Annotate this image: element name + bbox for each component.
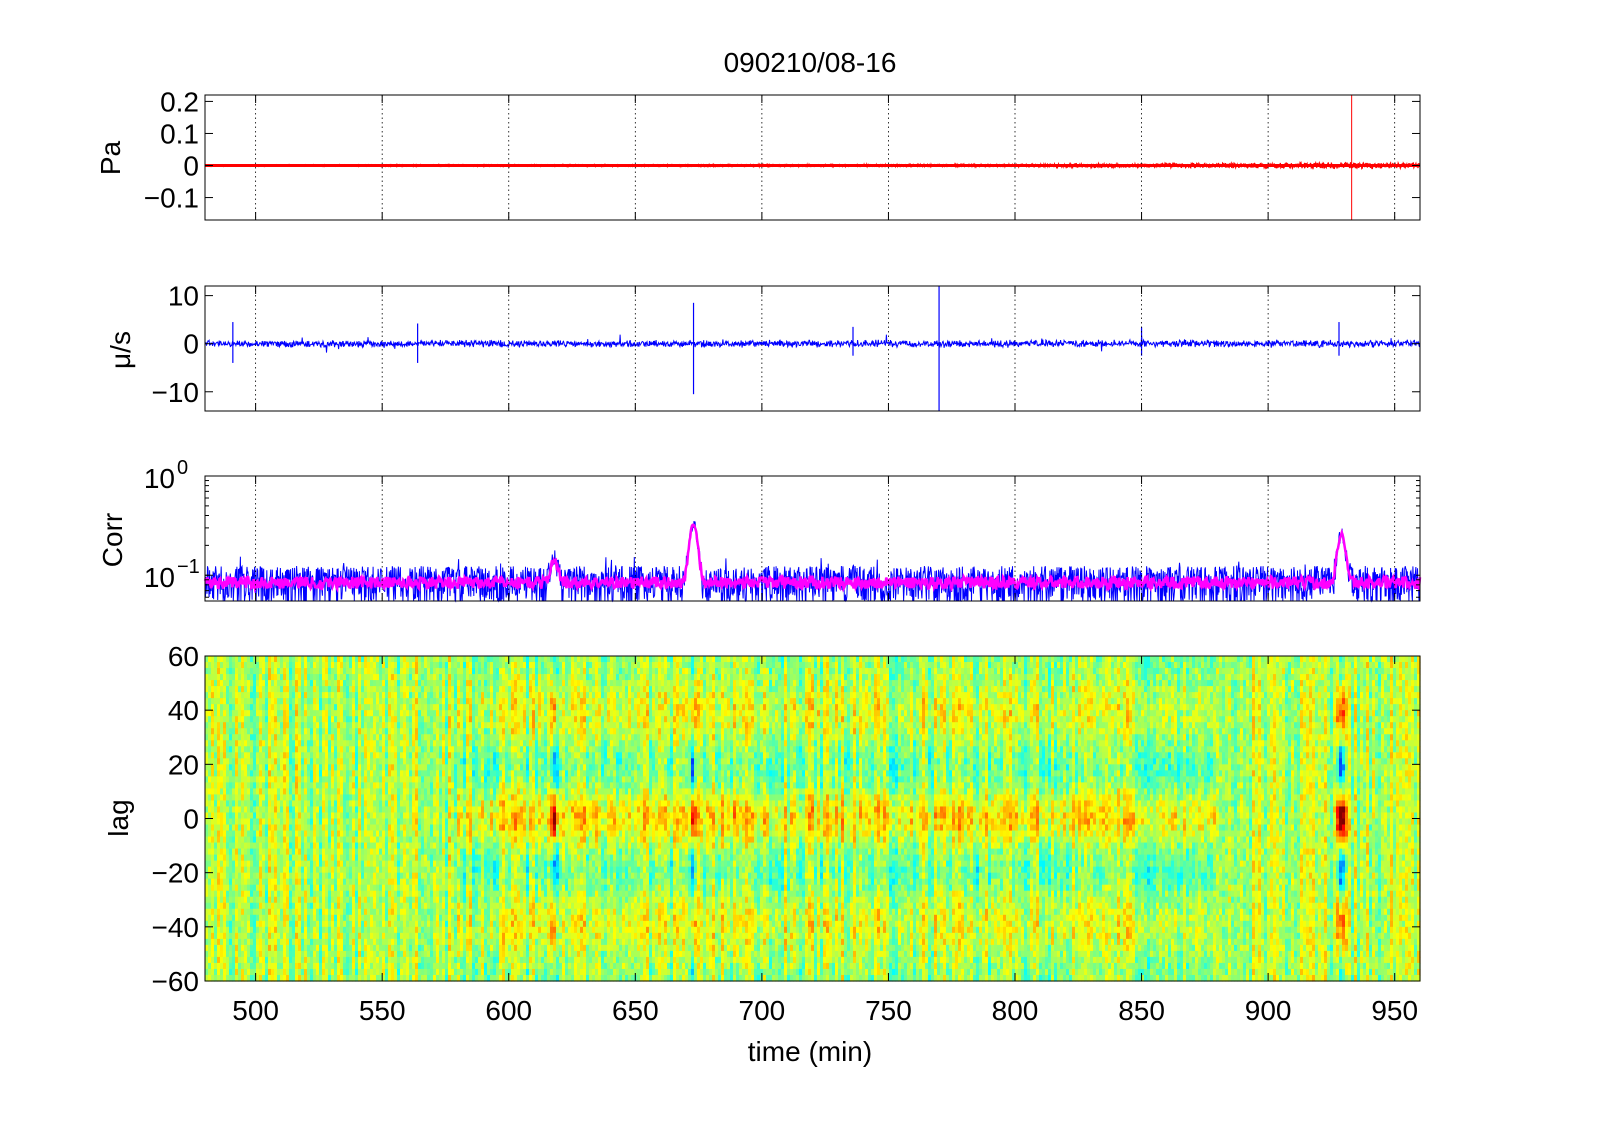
y-tick-label: 0 bbox=[183, 151, 199, 182]
panel-velocity: −10 0 10 μ/s bbox=[105, 281, 1420, 411]
figure-title: 090210/08-16 bbox=[724, 47, 897, 78]
velocity-plot-bg bbox=[205, 286, 1420, 411]
y-tick-label: −0.1 bbox=[144, 183, 199, 214]
y-tick-label: 10 bbox=[144, 562, 175, 593]
y-tick-label-exponent: −1 bbox=[177, 556, 200, 578]
correlation-y-axis-label: Corr bbox=[97, 513, 128, 567]
panel-lag-heatmap: 500 550 600 650 700 750 800 850 900 950−60−40−200… bbox=[103, 641, 1421, 1067]
figure: 090210/08-16 −0.100.10.2 Pa −10010 μ/s 1… bbox=[0, 0, 1597, 1124]
y-tick-label: 0.1 bbox=[160, 118, 199, 149]
y-tick-label-exponent: 0 bbox=[177, 457, 188, 479]
pressure-plot-bg bbox=[205, 95, 1420, 220]
pressure-y-axis-label: Pa bbox=[95, 140, 126, 175]
y-tick-label: 10 bbox=[168, 281, 199, 312]
velocity-y-axis-label: μ/s bbox=[105, 331, 136, 369]
y-tick-label: −10 bbox=[152, 377, 200, 408]
y-tick-label: 0 bbox=[183, 329, 199, 360]
y-tick-label: 10 bbox=[144, 463, 175, 494]
panel-pressure: −0.100.10.2 Pa bbox=[95, 86, 1420, 220]
lag-heatmap-content bbox=[205, 656, 1421, 982]
y-tick-label: 0.2 bbox=[160, 86, 199, 117]
